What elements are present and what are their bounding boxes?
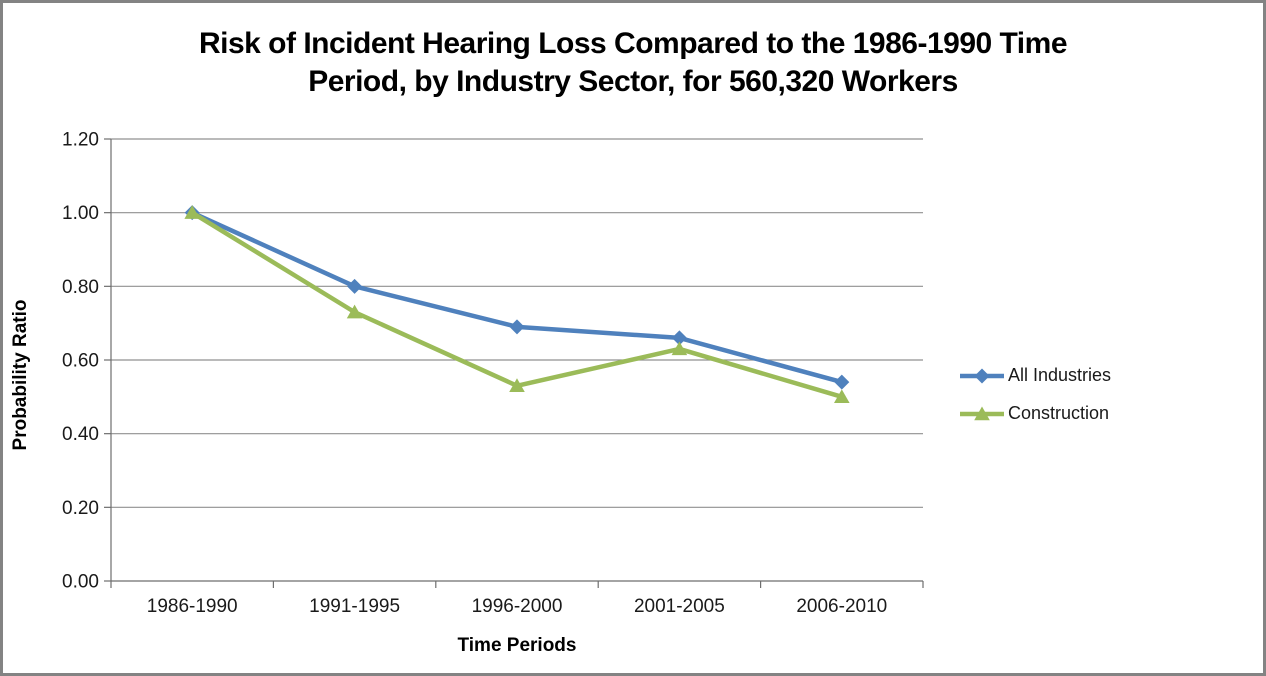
x-axis-title: Time Periods bbox=[457, 635, 577, 656]
triangle-marker-icon bbox=[184, 205, 200, 219]
legend-item-all-industries: All Industries bbox=[959, 364, 1111, 387]
plot-area: 0.00 0.20 0.40 0.60 0.80 1.00 1.20 1986-1990 199… bbox=[62, 130, 924, 617]
series-all-industries bbox=[184, 205, 850, 390]
y-axis-title: Probability Ratio bbox=[10, 299, 31, 451]
x-tick-label: 2006-2010 bbox=[796, 596, 887, 617]
y-tick-label: 0.00 bbox=[62, 572, 99, 593]
chart-title-line-2: Period, by Industry Sector, for 560,320 … bbox=[308, 65, 958, 98]
y-tick-label: 0.60 bbox=[62, 351, 99, 372]
y-tick-label: 1.20 bbox=[62, 130, 99, 151]
series-line-all-industries bbox=[189, 210, 845, 385]
triangle-marker-icon bbox=[974, 406, 990, 420]
y-tick-label: 0.20 bbox=[62, 498, 99, 519]
x-tick-label: 1991-1995 bbox=[309, 596, 400, 617]
diamond-marker-icon bbox=[509, 319, 525, 335]
legend-label: Construction bbox=[1008, 403, 1110, 423]
x-tick-label: 1996-2000 bbox=[472, 596, 563, 617]
triangle-marker-icon bbox=[346, 304, 363, 319]
y-tick-label: 0.40 bbox=[62, 424, 99, 445]
triangle-marker-icon bbox=[509, 378, 525, 392]
diamond-marker-icon bbox=[834, 374, 850, 390]
legend: All Industries Construction bbox=[959, 364, 1111, 425]
series-line-construction bbox=[189, 210, 845, 400]
diamond-marker-icon bbox=[974, 368, 990, 383]
legend-label: All Industries bbox=[1008, 365, 1112, 385]
legend-item-construction: Construction bbox=[959, 402, 1111, 425]
series-construction bbox=[184, 205, 850, 404]
y-tick-label: 1.00 bbox=[62, 203, 99, 224]
chart-title: Risk of Incident Hearing Loss Compared t… bbox=[73, 25, 1193, 101]
x-tick-label: 1986-1990 bbox=[147, 596, 238, 617]
y-tick-label: 0.80 bbox=[62, 277, 99, 298]
diamond-marker-icon bbox=[347, 278, 363, 294]
diamond-marker-icon bbox=[671, 330, 687, 346]
triangle-marker-icon bbox=[671, 341, 688, 356]
triangle-icon bbox=[960, 406, 1004, 420]
chart-title-line-1: Risk of Incident Hearing Loss Compared t… bbox=[198, 27, 1068, 60]
x-tick-label: 2001-2005 bbox=[634, 596, 725, 617]
triangle-marker-icon bbox=[834, 389, 850, 404]
diamond-icon bbox=[960, 368, 1004, 383]
